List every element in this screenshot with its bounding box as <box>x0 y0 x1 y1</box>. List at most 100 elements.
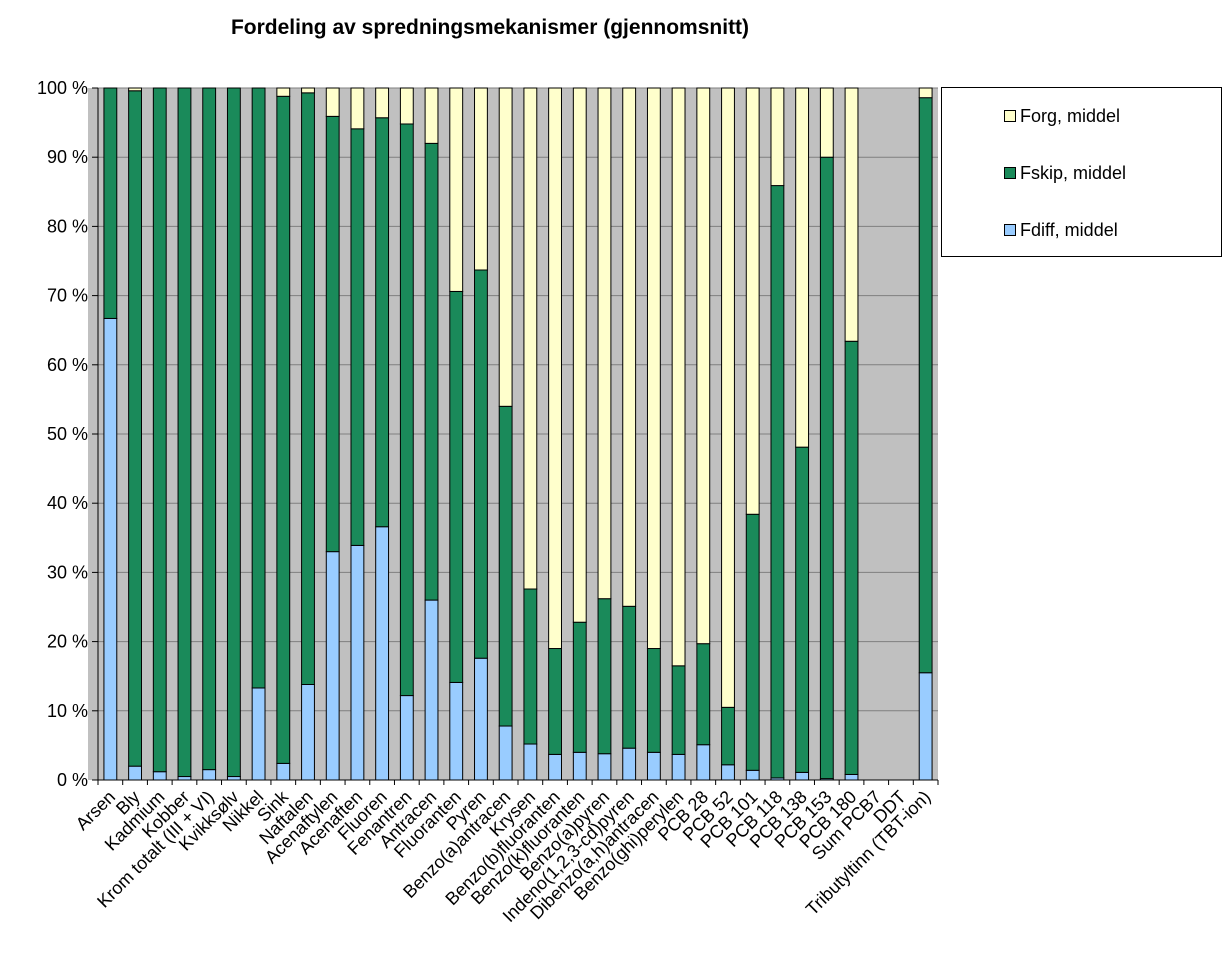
y-tick-label: 50 % <box>47 424 88 444</box>
bar-segment <box>819 87 834 158</box>
y-tick-label: 0 % <box>57 770 88 790</box>
bar-segment <box>646 87 661 650</box>
bar-segment <box>350 544 365 781</box>
bar-segment <box>251 87 266 689</box>
bar-segment <box>202 87 217 771</box>
bar-segment <box>597 87 612 600</box>
bar-segment <box>375 117 390 528</box>
bar-segment <box>795 87 810 448</box>
bar-segment <box>103 87 118 319</box>
legend-label: Fdiff, middel <box>1020 219 1118 240</box>
chart-title: Fordeling av spredningsmekanismer (gjenn… <box>230 16 750 39</box>
bar-segment <box>696 744 711 781</box>
bar-segment <box>523 588 538 745</box>
bar-segment <box>177 776 192 781</box>
bar-segment <box>745 87 760 515</box>
bar-segment <box>622 87 637 607</box>
bar-segment <box>399 695 414 781</box>
legend-swatch <box>1004 110 1016 122</box>
bar-segment <box>671 87 686 667</box>
bar-segment <box>424 142 439 601</box>
bar-segment <box>721 87 735 708</box>
y-tick-label: 30 % <box>47 562 88 582</box>
bar-segment <box>918 87 933 99</box>
y-tick-label: 60 % <box>47 355 88 375</box>
bar-segment <box>548 648 562 755</box>
bar-segment <box>226 87 241 778</box>
bar-segment <box>424 599 439 781</box>
bar-segment <box>226 776 241 781</box>
bar-segment <box>202 769 217 781</box>
bar-segment <box>523 743 538 781</box>
bar-segment <box>325 551 340 781</box>
bar-segment <box>696 643 711 746</box>
bar-segment <box>103 317 118 781</box>
bar-segment <box>350 128 365 546</box>
bar-segment <box>597 753 612 781</box>
bars <box>103 87 933 781</box>
bar-segment <box>572 621 587 753</box>
legend-label: Fskip, middel <box>1020 162 1127 183</box>
bar-segment <box>498 725 513 781</box>
y-tick-label: 100 % <box>37 78 88 98</box>
bar-segment <box>177 87 192 778</box>
bar-segment <box>646 648 661 753</box>
bar-segment <box>572 751 587 781</box>
bar-segment <box>770 185 785 779</box>
bar-segment <box>548 753 562 781</box>
bar-segment <box>819 156 834 780</box>
bar-segment <box>449 681 464 781</box>
bar-segment <box>523 87 538 590</box>
y-tick-label: 40 % <box>47 493 88 513</box>
bar-segment <box>721 764 735 781</box>
bar-segment <box>844 773 859 781</box>
y-tick-label: 10 % <box>47 701 88 721</box>
bar-segment <box>474 87 488 271</box>
bar-segment <box>449 87 464 292</box>
bar-segment <box>301 684 315 781</box>
legend: Forg, middel Fskip, middel Fdiff, middel <box>941 87 1222 257</box>
bar-segment <box>449 290 464 683</box>
bar-segment <box>301 92 315 685</box>
bar-segment <box>795 771 810 781</box>
bar-segment <box>671 753 686 781</box>
y-tick-label: 70 % <box>47 286 88 306</box>
bar-segment <box>276 87 291 97</box>
legend-swatch <box>1004 167 1016 179</box>
legend-entry: Fdiff, middel <box>1004 219 1118 241</box>
y-tick-label: 80 % <box>47 216 88 236</box>
bar-segment <box>721 706 735 766</box>
bar-segment <box>375 87 390 119</box>
y-axis: 0 % 10 % 20 % 30 % 40 % 50 % 60 % 70 % 80 % 90 % 1… <box>37 78 99 790</box>
legend-swatch <box>1004 224 1016 236</box>
bar-segment <box>622 605 637 749</box>
bar-segment <box>128 90 142 767</box>
bar-segment <box>375 526 390 781</box>
bar-segment <box>548 87 562 650</box>
bar-segment <box>646 751 661 781</box>
bar-segment <box>844 340 859 775</box>
bar-segment <box>152 771 167 781</box>
y-tick-label: 90 % <box>47 147 88 167</box>
bar-segment <box>276 762 291 781</box>
bar-segment <box>128 87 142 92</box>
bar-segment <box>325 87 340 117</box>
bar-segment <box>918 672 933 781</box>
bar-segment <box>399 87 414 125</box>
bar-segment <box>399 123 414 697</box>
bar-segment <box>424 87 439 144</box>
bar-segment <box>745 769 760 781</box>
bar-segment <box>325 115 340 553</box>
bar-segment <box>770 87 785 187</box>
bar-segment <box>350 87 365 130</box>
bar-segment <box>251 687 266 781</box>
bar-segment <box>696 87 711 645</box>
bar-segment <box>128 765 142 781</box>
y-tick-label: 20 % <box>47 632 88 652</box>
bar-segment <box>844 87 859 342</box>
bar-segment <box>622 747 637 781</box>
bar-segment <box>918 97 933 674</box>
bar-segment <box>474 657 488 781</box>
x-tick-label: Arsen <box>72 787 119 834</box>
